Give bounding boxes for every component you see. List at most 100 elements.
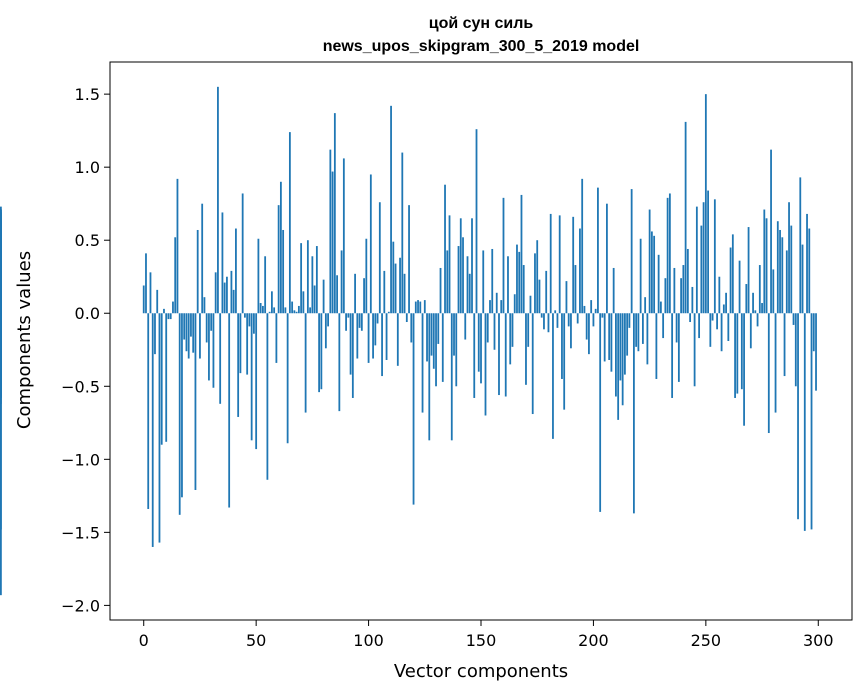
x-tick-label: 200 [578,631,609,650]
bar-97 [360,313,363,331]
bar-66 [291,301,294,314]
x-tick-label: 300 [803,631,834,650]
bar-50 [255,313,258,450]
bar-166 [516,244,518,314]
bar-120 [412,313,415,505]
bar-181 [549,213,552,314]
bar-261 [729,247,732,314]
y-tick-label: −0.5 [61,377,100,396]
bar-76 [313,285,316,314]
bar-61 [279,181,282,314]
bar-254 [713,199,716,314]
bar-284 [781,237,784,314]
bar-216 [628,313,631,328]
bar-272 [754,310,757,314]
y-tick-label: −1.0 [61,450,100,469]
bar-105 [378,202,381,314]
bar-83 [329,149,332,314]
y-tick-label: 1.0 [75,158,100,177]
y-tick-label: 0.5 [75,231,100,250]
bar-69 [297,305,300,314]
bar-238 [677,313,680,382]
bar-9 [163,308,165,314]
bar-32 [214,272,217,314]
bar-116 [403,273,406,314]
bar-100 [367,313,370,363]
bar-269 [747,227,750,314]
bar-266 [740,313,743,390]
bar-103 [374,313,377,346]
bar-172 [529,295,532,314]
bar-169 [522,265,525,314]
bar-141 [459,218,462,314]
bar-140 [457,246,460,314]
bar-255 [716,313,718,330]
bar-189 [567,313,570,327]
bar-39 [230,270,233,314]
bar-14 [174,237,177,314]
bar-125 [423,300,426,314]
bar-74 [309,307,312,314]
bar-192 [574,265,577,314]
bar-221 [639,238,642,314]
bar-136 [448,215,451,314]
bar-187 [563,313,566,410]
bar-215 [626,313,629,356]
bar-70 [300,243,303,314]
y-tick-label: 0.0 [75,304,100,323]
bar-274 [758,265,761,314]
bar-224 [646,313,649,365]
bar-158 [498,313,500,396]
bar-88 [340,250,343,314]
bar-260 [727,313,730,341]
bar-179 [545,270,548,314]
bar-77 [315,246,318,314]
bar-72 [304,313,307,413]
bar-231 [662,313,665,339]
bar-279 [770,149,772,314]
bar-228 [655,313,658,379]
bar-264 [736,313,739,394]
bar-101 [369,174,372,314]
y-axis-label: Components values [14,251,35,429]
bar-23 [194,313,197,490]
bar-102 [372,313,374,359]
bar-273 [756,313,759,327]
bar-209 [612,267,615,314]
bar-64 [286,313,289,444]
bar-283 [779,229,781,314]
bar-286 [785,250,788,314]
bar-73 [306,240,309,314]
bar-148 [475,129,478,314]
bar-174 [534,253,536,314]
bar-265 [738,260,741,314]
bar-110 [390,105,392,314]
bar-22 [192,313,195,353]
bar-99 [365,238,368,314]
bar-275 [761,303,763,314]
bar-20 [187,313,190,359]
bar-290 [794,313,797,387]
bar-7 [158,313,161,543]
bar-154 [489,300,491,314]
bar-38 [228,313,231,508]
bar-92 [349,313,352,375]
bar-30 [210,313,213,331]
bar-126 [426,313,428,362]
y-tick-label: −1.5 [61,523,100,542]
bar-67 [293,310,296,314]
bar-135 [446,250,449,314]
bar-132 [439,267,442,314]
bar-185 [558,215,561,314]
bar-163 [509,313,512,365]
bar-198 [588,313,590,355]
bar-196 [583,305,586,314]
bar-194 [579,228,581,314]
bar-151 [482,250,485,314]
bar-225 [648,209,651,314]
bar-79 [320,313,323,390]
bar-237 [675,313,678,343]
bar-263 [734,313,736,398]
bar-31 [212,313,215,388]
bar-13 [172,301,174,314]
